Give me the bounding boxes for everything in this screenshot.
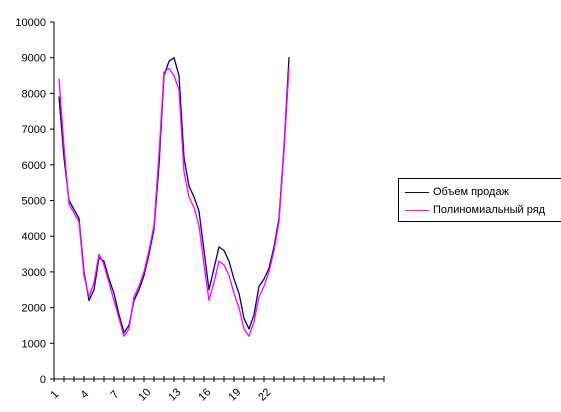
y-tick-label: 9000: [22, 53, 46, 65]
y-tick-label: 0: [40, 374, 46, 386]
series-line-2: [58, 67, 290, 337]
y-tick-label: 8000: [22, 88, 46, 100]
series-line-1: [58, 57, 290, 334]
y-tick-label: 7000: [22, 124, 46, 136]
legend-item-series-1: Объем продаж: [405, 185, 509, 199]
y-tick-label: 4000: [22, 231, 46, 243]
y-tick-label: 2000: [22, 303, 46, 315]
x-tick-label: 19: [226, 386, 243, 403]
x-tick-label: 22: [256, 386, 273, 403]
x-tick-label: 16: [196, 386, 213, 403]
legend-label-series-1: Объем продаж: [433, 186, 509, 198]
x-tick-label: 4: [78, 388, 91, 401]
y-tick-label: 5000: [22, 196, 46, 208]
y-tick-label: 6000: [22, 160, 46, 172]
legend-swatch-series-2: [405, 209, 429, 211]
legend-label-series-2: Полиномиальный ряд: [433, 204, 546, 216]
legend-swatch-series-1: [405, 191, 429, 193]
x-tick-label: 7: [108, 388, 121, 401]
chart-legend: Объем продаж Полиномиальный ряд: [398, 178, 561, 222]
legend-item-series-2: Полиномиальный ряд: [405, 203, 545, 217]
y-tick-label: 1000: [22, 338, 46, 350]
x-tick-label: 13: [166, 386, 183, 403]
y-tick-label: 3000: [22, 267, 46, 279]
y-tick-label: 10000: [15, 17, 46, 29]
x-tick-label: 10: [136, 386, 153, 403]
x-tick-label: 1: [48, 388, 61, 401]
